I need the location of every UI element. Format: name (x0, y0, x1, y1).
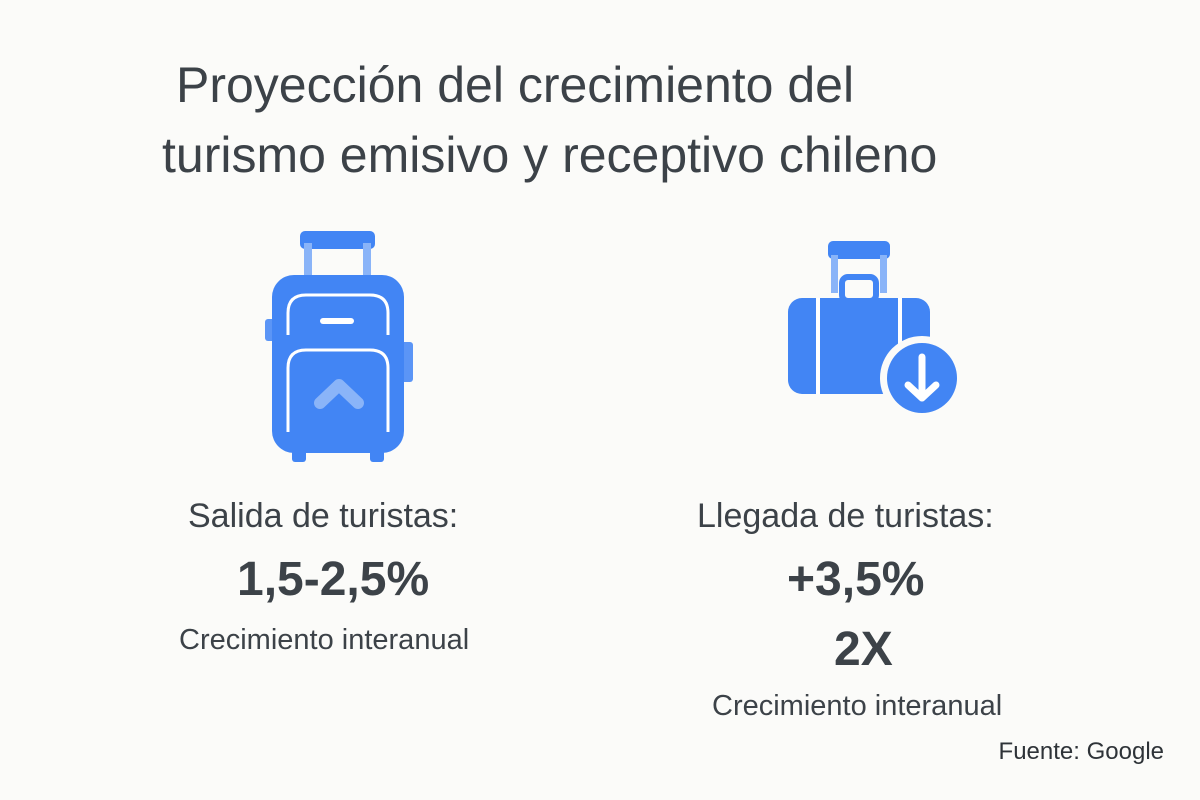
outbound-caption: Crecimiento interanual (179, 624, 470, 656)
outbound-label: Salida de turistas: (188, 497, 459, 535)
inbound-caption: Crecimiento interanual (712, 690, 1003, 722)
title-line-2: turismo emisivo y receptivo chileno (162, 127, 938, 183)
source-credit: Fuente: Google (998, 738, 1164, 765)
suitcase-download-icon (780, 235, 965, 420)
rolling-suitcase-up-arrow-icon (262, 225, 422, 465)
title-line-1: Proyección del crecimiento del (176, 57, 855, 113)
inbound-growth-value: +3,5% (787, 553, 925, 606)
inbound-label: Llegada de turistas: (697, 497, 994, 535)
outbound-growth-value: 1,5-2,5% (237, 553, 430, 606)
inbound-multiplier: 2X (834, 623, 893, 676)
